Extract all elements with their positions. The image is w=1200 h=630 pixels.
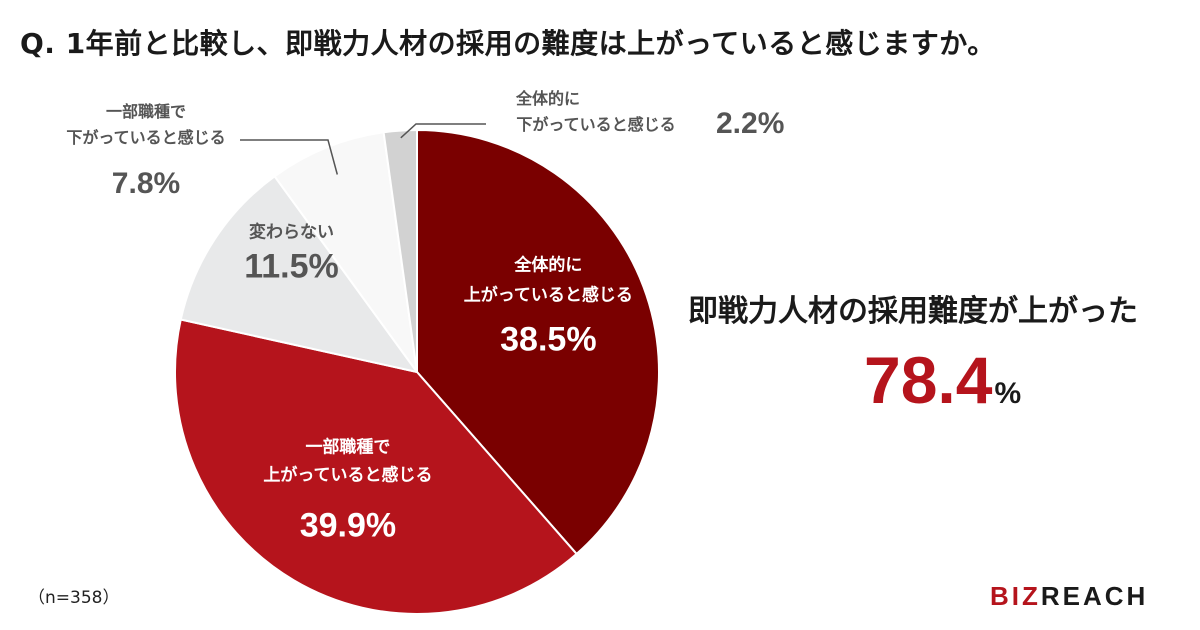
logo-text-a: BIZ: [990, 581, 1041, 611]
pie-slice-2: [174, 318, 579, 615]
pie-slice-1: [416, 128, 660, 556]
slice-value-3: 11.5%: [244, 248, 339, 286]
summary-unit: %: [994, 377, 1022, 410]
slice-value-4: 7.8%: [112, 167, 180, 200]
sample-size: （n=358）: [28, 588, 120, 608]
pie-slice-3: [179, 174, 420, 374]
slice-label-5-line1: 全体的に: [515, 89, 580, 108]
slice-value-5: 2.2%: [716, 107, 784, 140]
slice-label-1-line2: 上がっていると感じる: [464, 285, 633, 306]
logo-text-b: REACH: [1040, 581, 1149, 611]
slice-label-4-line2: 下がっていると感じる: [66, 128, 225, 147]
summary-label: 即戦力人材の採用難度が上がった: [688, 294, 1138, 329]
slice-value-2: 39.9%: [300, 507, 396, 545]
pie-slice-4: [273, 131, 418, 373]
slice-label-2-line1: 一部職種で: [305, 437, 390, 458]
slice-label-1-line1: 全体的に: [513, 255, 582, 276]
slice-label-4-line1: 一部職種で: [106, 102, 186, 121]
summary-value: 78.4%: [864, 342, 1168, 418]
chart-title: Q. 1年前と比較し、即戦力人材の採用の難度は上がっていると感じますか。: [20, 27, 996, 60]
slice-label-3-line1: 変わらない: [249, 222, 334, 243]
summary-number: 78.4: [864, 343, 993, 417]
bizreach-logo: BIZREACH: [990, 581, 1148, 612]
leader-line-5: [400, 123, 486, 139]
summary-callout: 即戦力人材の採用難度が上がった 78.4%: [688, 286, 1168, 418]
slice-value-1: 38.5%: [500, 321, 596, 359]
slice-label-5-line2: 下がっていると感じる: [516, 115, 675, 134]
pie-slice-5: [382, 128, 418, 373]
slice-label-2-line2: 上がっていると感じる: [263, 465, 432, 486]
leader-line-4: [240, 139, 339, 175]
